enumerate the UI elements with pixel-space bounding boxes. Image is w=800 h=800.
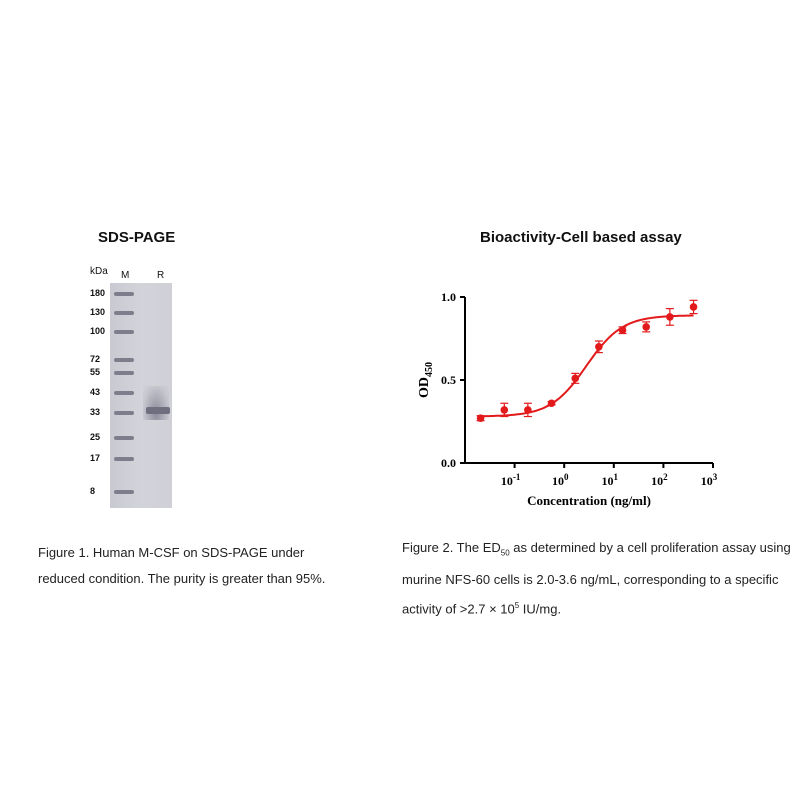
marker-band-72 xyxy=(114,358,134,362)
data-point xyxy=(500,406,509,414)
data-point xyxy=(618,326,627,335)
figure2-caption-line1: Figure 2. The ED50 as determined by a ce… xyxy=(402,540,791,558)
data-point xyxy=(595,343,603,351)
marker-band-100 xyxy=(114,330,134,334)
marker-label: 180 xyxy=(90,288,106,298)
marker-label: 43 xyxy=(90,387,101,397)
data-point xyxy=(547,399,556,408)
x-tick-label: 103 xyxy=(701,472,718,488)
x-axis-label: Concentration (ng/ml) xyxy=(527,493,651,508)
data-point xyxy=(476,414,485,422)
sample-band-smear xyxy=(143,386,169,420)
y-tick-label: 1.0 xyxy=(441,290,456,304)
data-point xyxy=(666,313,674,321)
marker-label: 25 xyxy=(90,432,101,442)
lane-label-r: R xyxy=(157,270,165,281)
marker-band-55 xyxy=(114,371,134,375)
marker-label: 8 xyxy=(90,486,96,496)
kda-label: kDa xyxy=(90,266,108,277)
marker-band-33 xyxy=(114,411,134,415)
x-tick-label: 10-1 xyxy=(501,472,521,488)
marker-label: 55 xyxy=(90,367,101,377)
marker-band-130 xyxy=(114,311,134,315)
marker-band-17 xyxy=(114,457,134,461)
marker-band-180 xyxy=(114,292,134,296)
marker-label: 33 xyxy=(90,407,101,417)
figure1-caption-line: Figure 1. Human M-CSF on SDS-PAGE under xyxy=(38,545,305,560)
chart-title: Bioactivity-Cell based assay xyxy=(480,229,682,246)
figure1-title: SDS-PAGE xyxy=(98,229,176,246)
sds-page-gel-image xyxy=(110,283,172,508)
y-tick-label: 0.0 xyxy=(441,456,456,470)
marker-label: 130 xyxy=(90,307,106,317)
x-tick-label: 102 xyxy=(651,472,668,488)
marker-band-8 xyxy=(114,490,134,494)
marker-label: 100 xyxy=(90,326,106,336)
data-point xyxy=(524,406,532,414)
fit-curve xyxy=(480,314,694,418)
lane-label-m: M xyxy=(121,270,130,281)
marker-band-43 xyxy=(114,391,134,395)
y-tick-label: 0.5 xyxy=(441,373,456,387)
sample-band xyxy=(146,407,170,414)
marker-label: 17 xyxy=(90,453,101,463)
figure1-caption-line: reduced condition. The purity is greater… xyxy=(38,571,326,586)
marker-label: 72 xyxy=(90,354,101,364)
x-tick-label: 101 xyxy=(602,472,619,488)
marker-band-25 xyxy=(114,436,134,440)
data-point xyxy=(642,323,650,331)
x-tick-label: 100 xyxy=(552,472,569,488)
figure2-caption-line2: murine NFS-60 cells is 2.0-3.6 ng/mL, co… xyxy=(402,571,779,587)
data-point xyxy=(571,374,580,383)
y-axis-label: OD450 xyxy=(417,362,435,398)
data-point xyxy=(689,303,698,311)
figure2-caption-line3: activity of >2.7 × 105 IU/mg. xyxy=(402,600,562,616)
